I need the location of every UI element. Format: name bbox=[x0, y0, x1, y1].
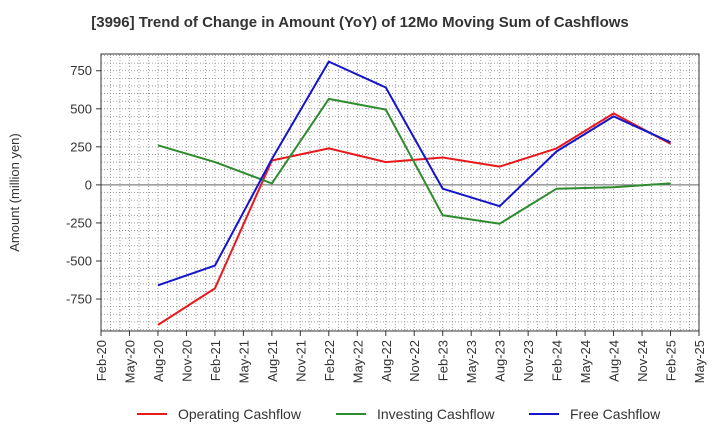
x-tick-label: May-25 bbox=[692, 340, 707, 383]
chart-title: [3996] Trend of Change in Amount (YoY) o… bbox=[91, 14, 629, 31]
x-tick-label: Aug-22 bbox=[379, 340, 394, 382]
x-tick-label: Feb-21 bbox=[208, 340, 223, 381]
y-tick-label: 750 bbox=[70, 63, 92, 78]
series-line-free-cashflow bbox=[157, 60, 671, 287]
x-tick-label: May-22 bbox=[350, 340, 365, 383]
y-tick-label: 250 bbox=[70, 139, 92, 154]
x-tick-label: Feb-23 bbox=[436, 340, 451, 381]
x-tick-label: Nov-22 bbox=[407, 340, 422, 382]
series-line-operating-cashflow bbox=[157, 112, 671, 326]
series-lines bbox=[157, 60, 671, 326]
y-tick-label: 0 bbox=[85, 177, 92, 192]
x-tick-label: Nov-24 bbox=[635, 340, 650, 382]
x-tick-label: Feb-25 bbox=[664, 340, 679, 381]
x-tick-label: Aug-20 bbox=[151, 340, 166, 382]
x-tick-label: Nov-20 bbox=[179, 340, 194, 382]
legend-label-investing-cashflow: Investing Cashflow bbox=[377, 406, 495, 422]
y-axis-label: Amount (million yen) bbox=[7, 133, 22, 252]
x-tick-label: Aug-24 bbox=[607, 340, 622, 382]
y-tick-label: -750 bbox=[66, 292, 92, 307]
y-tick-label: -250 bbox=[66, 215, 92, 230]
x-tick-label: Feb-22 bbox=[322, 340, 337, 381]
y-tick-label: 500 bbox=[70, 101, 92, 116]
x-tick-label: Aug-21 bbox=[265, 340, 280, 382]
x-tick-label: Aug-23 bbox=[493, 340, 508, 382]
x-tick-label: Nov-21 bbox=[293, 340, 308, 382]
x-tick-label: May-24 bbox=[578, 340, 593, 383]
legend-label-free-cashflow: Free Cashflow bbox=[570, 406, 661, 422]
y-tick-label: -500 bbox=[66, 253, 92, 268]
plot-area bbox=[100, 53, 700, 332]
x-tick-label: Nov-23 bbox=[521, 340, 536, 382]
x-tick-label: May-20 bbox=[122, 340, 137, 383]
x-tick-label: May-21 bbox=[236, 340, 251, 383]
x-tick-label: Feb-20 bbox=[94, 340, 109, 381]
x-tick-label: May-23 bbox=[464, 340, 479, 383]
grid bbox=[100, 54, 700, 331]
y-axis: 750 500 250 0 -250 -500 -750 bbox=[66, 63, 101, 307]
legend: Operating Cashflow Investing Cashflow Free… bbox=[137, 406, 661, 422]
series-line-investing-cashflow bbox=[157, 97, 671, 225]
x-tick-label: Feb-24 bbox=[550, 340, 565, 381]
x-axis: Feb-20 May-20 Aug-20 Nov-20 Feb-21 May-21 Aug-… bbox=[94, 331, 707, 383]
legend-label-operating-cashflow: Operating Cashflow bbox=[178, 406, 302, 422]
